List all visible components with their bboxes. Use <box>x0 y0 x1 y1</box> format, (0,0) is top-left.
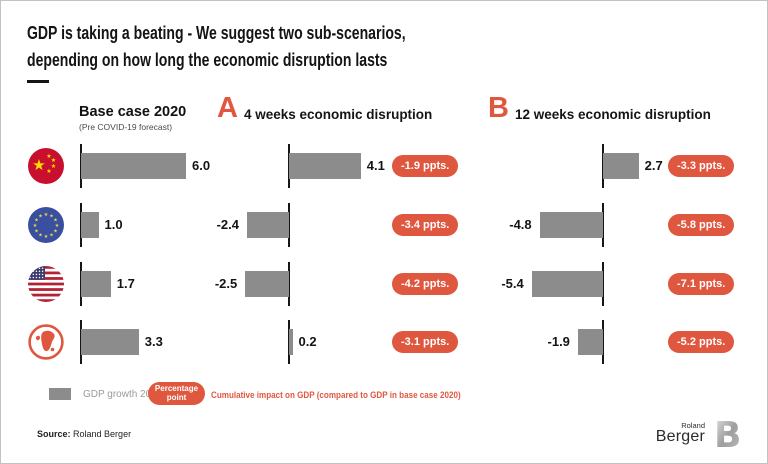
svg-text:★: ★ <box>38 213 43 219</box>
svg-text:★: ★ <box>53 217 58 223</box>
percentage-point-legend-badge: Percentage point <box>148 382 205 405</box>
svg-text:★: ★ <box>49 213 54 219</box>
page-title-line-2: depending on how long the economic disru… <box>27 50 388 70</box>
impact-legend-label: Cumulative impact on GDP (compared to GD… <box>211 390 461 401</box>
svg-text:★: ★ <box>53 228 58 234</box>
title-underline <box>27 80 49 83</box>
value-label-a-eu: -2.4 <box>216 217 239 232</box>
world-flag-icon <box>28 324 64 360</box>
impact-badge-a-eu: -3.4 ppts. <box>392 214 459 236</box>
impact-badge-b-usa: -7.1 ppts. <box>668 273 735 295</box>
axis-line-a-eu <box>288 203 290 247</box>
value-label-base-world: 3.3 <box>144 334 163 349</box>
gdp-bar-base-world <box>81 329 139 355</box>
column-header-scenario-b: 12 weeks economic disruption <box>515 107 711 122</box>
gdp-bar-base-eu <box>81 212 99 238</box>
value-label-b-china: 2.7 <box>644 158 663 173</box>
scenario-b-letter: B <box>488 92 509 124</box>
eu-flag-icon: ★ ★ ★ ★ ★ ★ ★ ★ ★ ★ ★ ★ <box>28 207 64 243</box>
column-header-scenario-a: 4 weeks economic disruption <box>244 107 433 122</box>
axis-line-b-usa <box>602 262 604 306</box>
value-label-base-usa: 1.7 <box>116 276 135 291</box>
impact-badge-b-china: -3.3 ppts. <box>668 155 735 177</box>
axis-line-a-usa <box>288 262 290 306</box>
percentage-point-line-2: point <box>166 392 187 402</box>
column-header-base-case: Base case 2020 <box>79 104 187 120</box>
svg-text:★: ★ <box>46 153 51 160</box>
source-prefix: Source: <box>37 429 71 439</box>
svg-text:B: B <box>714 419 741 449</box>
svg-text:★: ★ <box>33 223 38 229</box>
percentage-point-line-1: Percentage <box>154 384 199 393</box>
gdp-bar-base-usa <box>81 271 111 297</box>
impact-badge-b-world: -5.2 ppts. <box>668 331 735 353</box>
roland-berger-monogram-icon: B <box>714 415 742 456</box>
usa-flag-icon <box>28 266 64 302</box>
page-title-line-1: GDP is taking a beating - We suggest two… <box>27 23 406 43</box>
gdp-bar-a-eu <box>247 212 289 238</box>
axis-line-b-eu <box>602 203 604 247</box>
logo-roland-text: Roland <box>681 421 705 430</box>
gdp-bar-base-china <box>81 153 186 179</box>
source-text: Roland Berger <box>73 429 132 439</box>
value-label-a-usa: -2.5 <box>214 276 238 291</box>
svg-text:★: ★ <box>55 223 60 229</box>
axis-line-b-world <box>602 320 604 364</box>
gdp-bar-b-world <box>577 329 603 355</box>
gdp-bar-a-china <box>289 153 361 179</box>
column-subheader-base-case: (Pre COVID-19 forecast) <box>79 122 173 132</box>
gdp-growth-legend-swatch <box>49 388 71 400</box>
impact-badge-a-usa: -4.2 ppts. <box>392 273 459 295</box>
svg-text:★: ★ <box>44 234 49 240</box>
svg-text:★: ★ <box>34 217 39 223</box>
logo-berger-text: Berger <box>655 428 705 445</box>
gdp-bar-b-china <box>603 153 639 179</box>
value-label-base-china: 6.0 <box>192 158 211 173</box>
gdp-bar-b-usa <box>531 271 603 297</box>
gdp-growth-legend-label: GDP growth 2020 [%] <box>83 389 180 400</box>
value-label-b-eu: -4.8 <box>509 217 532 232</box>
value-label-b-world: -1.9 <box>547 334 570 349</box>
impact-badge-a-china: -1.9 ppts. <box>392 155 459 177</box>
svg-text:★: ★ <box>49 232 54 238</box>
scenario-a-letter: A <box>217 92 238 124</box>
source-line: Source: Roland Berger <box>37 429 131 439</box>
value-label-a-world: 0.2 <box>298 334 317 349</box>
gdp-bar-a-usa <box>245 271 289 297</box>
svg-text:★: ★ <box>38 232 43 238</box>
value-label-base-eu: 1.0 <box>104 217 123 232</box>
svg-text:★: ★ <box>51 157 56 164</box>
value-label-b-usa: -5.4 <box>501 276 524 291</box>
china-flag-icon: ★ ★ ★ ★ ★ <box>28 148 64 184</box>
value-label-a-china: 4.1 <box>366 158 385 173</box>
gdp-bar-b-eu <box>539 212 603 238</box>
impact-badge-b-eu: -5.8 ppts. <box>668 214 735 236</box>
svg-text:★: ★ <box>34 228 39 234</box>
svg-text:★: ★ <box>32 156 45 174</box>
svg-text:★: ★ <box>44 212 49 218</box>
gdp-bar-a-world <box>289 329 293 355</box>
impact-badge-a-world: -3.1 ppts. <box>392 331 459 353</box>
svg-text:★: ★ <box>46 168 51 175</box>
svg-text:★: ★ <box>51 163 56 170</box>
